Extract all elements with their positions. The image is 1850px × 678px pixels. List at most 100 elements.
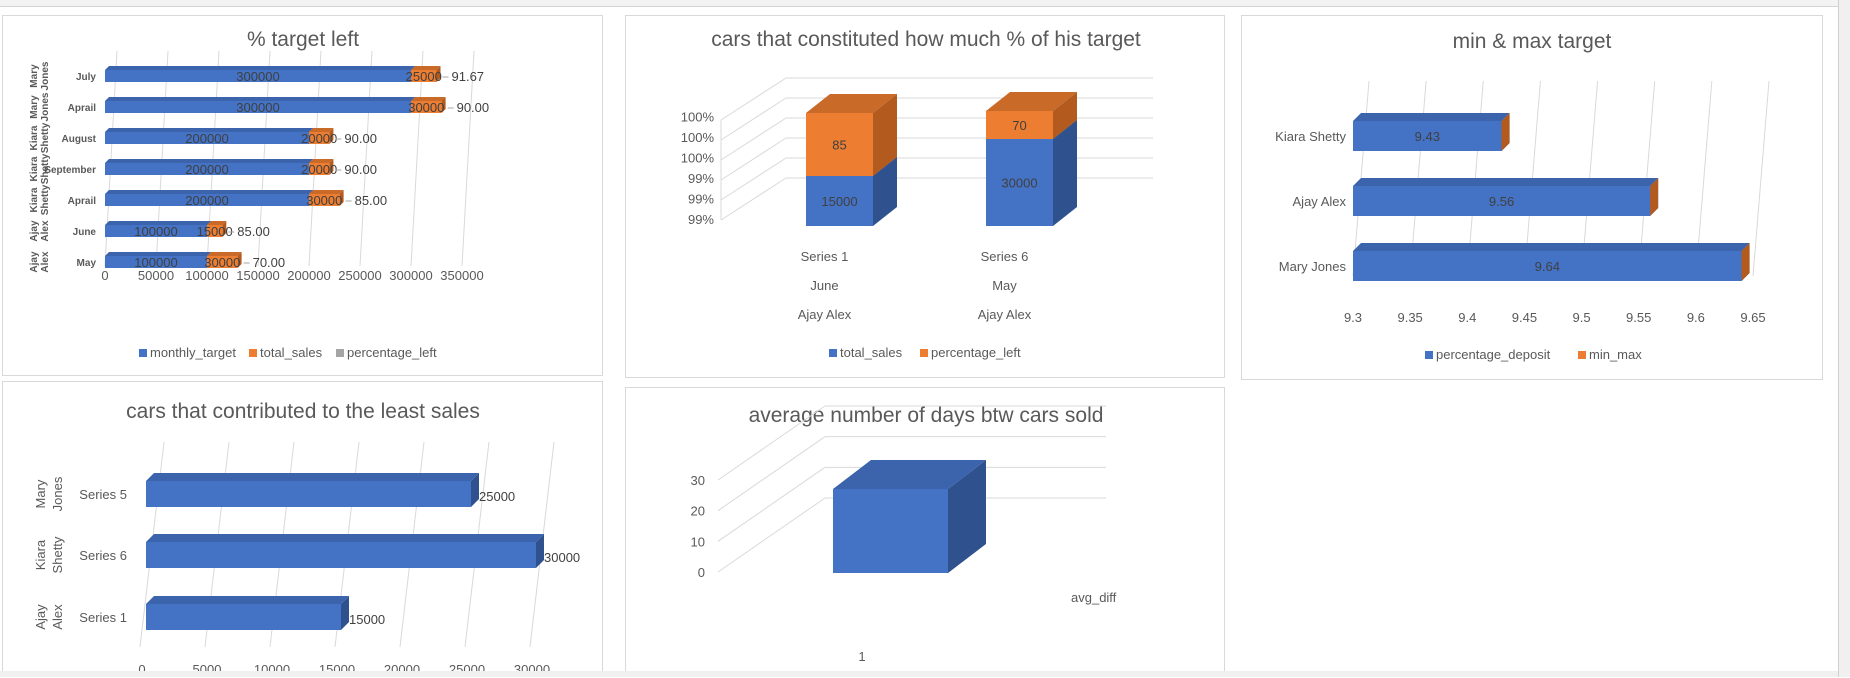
legend-total_sales-label: total_sales — [260, 345, 323, 360]
y-tick-label: 100% — [681, 130, 715, 145]
x-tick-label: Ajay Alex — [798, 307, 852, 322]
sheet-column-header — [0, 0, 1850, 7]
category-label: July — [76, 72, 96, 83]
x-tick-label: 9.55 — [1626, 310, 1651, 325]
x-tick-label: May — [992, 278, 1017, 293]
data-label: 100000 — [134, 224, 177, 239]
chart-least-sales[interactable]: cars that contributed to the least sales… — [2, 381, 603, 677]
group-label: Jones — [50, 476, 65, 511]
legend-percentage_left-swatch — [336, 349, 344, 357]
group-label: Jones — [40, 61, 51, 90]
y-tick-label: 100% — [681, 151, 715, 166]
data-label: 9.43 — [1415, 129, 1440, 144]
data-label: 25000 — [479, 489, 515, 504]
bar-total_sales-side — [873, 157, 897, 226]
bar-value — [146, 604, 341, 630]
bar-total_sales — [411, 101, 442, 113]
x-tick-label: 50000 — [138, 268, 174, 283]
bar-value-top — [146, 473, 479, 481]
bar-total_sales-side — [339, 190, 344, 206]
bar-total_sales-top — [411, 66, 441, 70]
bar-total_sales — [309, 194, 340, 206]
x-tick-label: 150000 — [236, 268, 279, 283]
bar-monthly_target — [105, 70, 411, 82]
x-tick-label: 0 — [101, 268, 108, 283]
bar-total_sales-top — [309, 190, 344, 194]
gridline — [1752, 80, 1770, 277]
bar-monthly_target-top — [105, 66, 415, 70]
chart-title: cars that constituted how much % of his … — [711, 28, 1141, 51]
group-label: Kiara — [29, 156, 40, 181]
data-label: 15000 — [197, 224, 233, 239]
legend-monthly_target-swatch — [139, 349, 147, 357]
y-tick-label: 100% — [681, 110, 715, 125]
legend-min_max-swatch — [1578, 351, 1586, 359]
y-tick-label: 20 — [691, 504, 705, 519]
data-label: 200000 — [185, 162, 228, 177]
bar-monthly_target — [105, 101, 411, 113]
bar-percentage_deposit-top — [1353, 243, 1750, 251]
chart-title: % target left — [247, 28, 359, 51]
bar-total_sales-side — [329, 159, 334, 175]
group-label: Mary — [29, 95, 40, 119]
bar-total_sales-top — [309, 128, 334, 132]
data-label: 90.00 — [457, 100, 490, 115]
gridline — [720, 117, 787, 161]
chart-avg-days[interactable]: average number of days btw cars sold 0 10 2… — [625, 387, 1225, 677]
bar-percentage_deposit — [1353, 251, 1742, 281]
category-label: September — [44, 165, 96, 176]
bar-percentage_left-side — [873, 94, 897, 176]
bar-total_sales-side — [237, 252, 242, 268]
gridline — [410, 50, 424, 267]
legend-percentage_deposit-swatch — [1425, 351, 1433, 359]
chart-title: average number of days btw cars sold — [749, 404, 1104, 427]
horizontal-scrollbar[interactable] — [0, 671, 1838, 677]
x-tick-label: 9.3 — [1344, 310, 1362, 325]
bar-total_sales-top — [207, 221, 227, 225]
x-tick-label: 200000 — [287, 268, 330, 283]
group-label: Kiara — [33, 539, 48, 570]
vertical-scrollbar[interactable] — [1838, 0, 1850, 677]
legend-total_sales-label: total_sales — [840, 345, 903, 360]
group-label: Shetty — [40, 184, 51, 215]
x-tick-label: 350000 — [440, 268, 483, 283]
bar-total_sales — [207, 225, 223, 237]
legend-percentage_left-label: percentage_left — [347, 345, 437, 360]
data-label: 15000 — [349, 612, 385, 627]
chart-target-percent[interactable]: cars that constituted how much % of his … — [625, 15, 1225, 378]
bar-total_sales — [207, 256, 238, 268]
x-tick-label: 1 — [858, 649, 865, 664]
bar-monthly_target — [105, 194, 309, 206]
bar-percentage_deposit-top — [1353, 178, 1659, 186]
data-label: 9.56 — [1489, 194, 1514, 209]
chart-title: cars that contributed to the least sales — [126, 400, 480, 423]
bar-monthly_target-top — [105, 221, 211, 225]
chart-min-max-svg: min & max target 9.3 9.35 9.4 9.45 9.5 9.55 9.6… — [1275, 30, 1770, 362]
y-tick-label: 30 — [691, 473, 705, 488]
y-tick-label: 99% — [688, 171, 714, 186]
gridline — [720, 77, 787, 121]
x-tick-label: 9.6 — [1687, 310, 1705, 325]
x-tick-label: Series 6 — [981, 249, 1029, 264]
legend-min_max-label: min_max — [1589, 347, 1642, 362]
category-label: August — [62, 134, 97, 145]
chart-avg-days-svg: average number of days btw cars sold 0 10 2… — [691, 404, 1117, 664]
bar-monthly_target — [105, 225, 207, 237]
chart-target-left[interactable]: % target left 0 50000 100000 150000 200000 250… — [2, 15, 603, 376]
bar-avg_diff — [833, 489, 948, 573]
group-label: Shetty — [40, 122, 51, 153]
bar-monthly_target-top — [105, 190, 313, 194]
data-label: 15000 — [821, 194, 857, 209]
bar-min_max — [1501, 113, 1510, 151]
bar-percentage_left — [806, 113, 873, 176]
chart-min-max[interactable]: min & max target 9.3 9.35 9.4 9.45 9.5 9.55 9.6… — [1241, 15, 1823, 380]
data-label: 9.64 — [1535, 259, 1560, 274]
bar-monthly_target-top — [105, 97, 415, 101]
data-label: 30000 — [544, 550, 580, 565]
category-label: Ajay Alex — [1293, 194, 1347, 209]
category-label: Series 6 — [79, 548, 127, 563]
bar-total_sales-top — [207, 252, 242, 256]
bar-avg_diff-top — [833, 460, 986, 489]
